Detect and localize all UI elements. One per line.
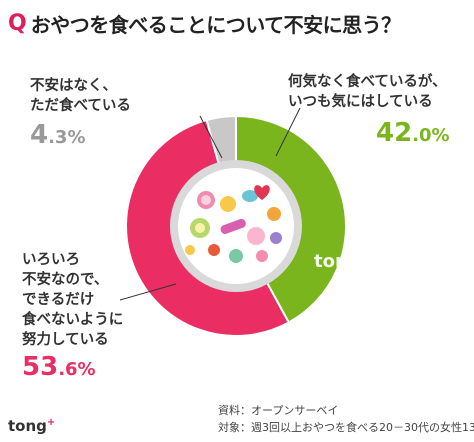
slice-label-pink: いろいろ 不安なので、 できるだけ 食べないように 努力している (22, 250, 123, 350)
candy-icon (267, 207, 281, 221)
chart-title: Q おやつを食べることについて不安に思う？ (8, 6, 468, 40)
candy-icon (208, 244, 220, 256)
slice-label-gray: 不安はなく、 ただ食べている (30, 76, 131, 116)
slice-label-line: 食べないように (22, 312, 124, 328)
lollipop-swirl-icon (195, 223, 205, 233)
candy-icon (220, 196, 236, 212)
percent-decimal: .3% (48, 127, 86, 148)
slice-label-line: できるだけ (22, 292, 95, 308)
target-note: 対象：週3回以上おやつを食べる20－30代の女性138人 (218, 421, 474, 434)
slice-percent-gray: 4.3% (30, 120, 86, 150)
slice-label-line: ただ食べている (30, 98, 131, 114)
candy-illustration (178, 168, 294, 284)
slice-label-line: いろいろ (22, 252, 80, 268)
candy-icon (229, 249, 243, 263)
question-text: おやつを食べることについて不安に思う？ (30, 12, 401, 37)
wrapped-candy-icon (220, 218, 246, 235)
leader-line-gray (199, 115, 223, 159)
slice-label-line: 不安はなく、 (30, 78, 117, 94)
candy-swirl-icon (201, 195, 211, 205)
logo-text: tong (314, 251, 361, 272)
leader-line-green (275, 107, 301, 157)
slice-label-line: 努力している (22, 332, 109, 348)
slice-percent-pink: 53.6% (22, 352, 96, 382)
slice-label-line: 何気なく食べているが、 (288, 74, 447, 90)
percent-decimal: .6% (58, 359, 96, 380)
source-note: 資料：オープンサーベイ (218, 404, 339, 417)
heart-candy-icon (254, 185, 270, 200)
percent-decimal: .0% (412, 125, 450, 146)
logo-plus: + (360, 250, 370, 263)
question-mark-label: Q (8, 10, 27, 36)
percent-integer: 4 (30, 120, 49, 150)
percent-integer: 53 (22, 352, 59, 382)
logo-plus: + (46, 417, 56, 428)
slice-label-line: いつも気にはしている (288, 94, 433, 110)
leader-line-group (119, 107, 301, 301)
slice-label-green: 何気なく食べているが、 いつも気にはしている (288, 72, 447, 112)
slice-percent-green: 42.0% (376, 118, 450, 148)
percent-integer: 42 (376, 118, 413, 148)
logo-text: tong (8, 417, 47, 435)
leader-line-pink (119, 283, 177, 301)
watermark-logo: tong+ (314, 250, 370, 272)
candy-icon (256, 250, 268, 262)
slice-label-line: 不安なので、 (22, 272, 109, 288)
candy-icon (242, 190, 258, 202)
candy-icon (247, 227, 265, 245)
candy-icon (270, 232, 282, 244)
brand-logo: tong+ (8, 417, 55, 435)
candy-icon (185, 245, 195, 255)
